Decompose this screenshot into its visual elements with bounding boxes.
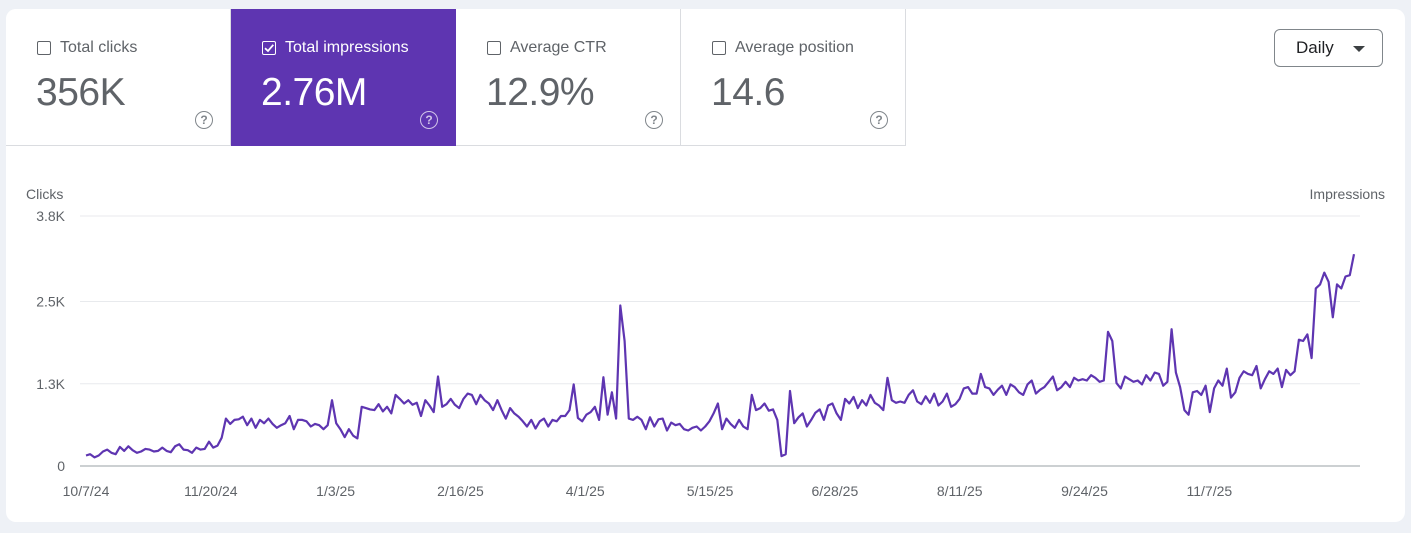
x-tick-label: 9/24/25 (1061, 483, 1108, 499)
x-tick-label: 8/11/25 (937, 483, 983, 499)
x-tick-label: 2/16/25 (437, 483, 484, 499)
caret-down-icon (1353, 46, 1365, 52)
metric-average-ctr[interactable]: Average CTR 12.9% ? (456, 9, 681, 146)
metric-value: 14.6 (711, 71, 785, 114)
checkbox-icon[interactable] (712, 41, 726, 55)
x-tick-label: 1/3/25 (316, 483, 355, 499)
checkbox-icon[interactable] (262, 41, 276, 55)
y-tick-label: 0 (57, 458, 65, 474)
help-icon[interactable]: ? (645, 111, 663, 129)
period-selected: Daily (1296, 38, 1334, 57)
checkbox-icon[interactable] (37, 41, 51, 55)
help-icon[interactable]: ? (195, 111, 213, 129)
y-tick-label: 3.8K (36, 208, 65, 224)
period-dropdown[interactable]: Daily (1274, 29, 1383, 67)
right-axis-title: Impressions (1310, 186, 1385, 202)
metric-value: 12.9% (486, 71, 595, 114)
x-tick-label: 11/20/24 (184, 483, 238, 499)
x-tick-label: 11/7/25 (1186, 483, 1232, 499)
help-icon[interactable]: ? (420, 111, 438, 129)
performance-card: Total clicks 356K ? Total impressions 2.… (6, 9, 1405, 522)
impressions-chart: Clicks Impressions 0 1.3K 2.5K 3.8K 10/7/24 11/… (26, 186, 1385, 499)
help-icon[interactable]: ? (870, 111, 888, 129)
metric-tabs: Total clicks 356K ? Total impressions 2.… (6, 9, 906, 146)
metric-label: Average CTR (510, 39, 607, 56)
y-tick-label: 2.5K (36, 294, 65, 310)
checkbox-icon[interactable] (487, 41, 501, 55)
metric-label: Average position (735, 39, 854, 56)
metric-label: Total impressions (285, 39, 409, 56)
y-tick-label: 1.3K (36, 376, 65, 392)
x-tick-label: 5/15/25 (687, 483, 734, 499)
metric-total-clicks[interactable]: Total clicks 356K ? (6, 9, 231, 146)
impressions-line (85, 253, 1356, 459)
metric-value: 356K (36, 71, 126, 114)
metric-label: Total clicks (60, 39, 138, 56)
x-tick-label: 6/28/25 (812, 483, 859, 499)
metric-average-position[interactable]: Average position 14.6 ? (681, 9, 906, 146)
left-axis-title: Clicks (26, 186, 63, 202)
metric-value: 2.76M (261, 71, 367, 114)
x-tick-label: 10/7/24 (63, 483, 110, 499)
x-tick-label: 4/1/25 (566, 483, 605, 499)
metric-total-impressions[interactable]: Total impressions 2.76M ? (231, 9, 456, 146)
